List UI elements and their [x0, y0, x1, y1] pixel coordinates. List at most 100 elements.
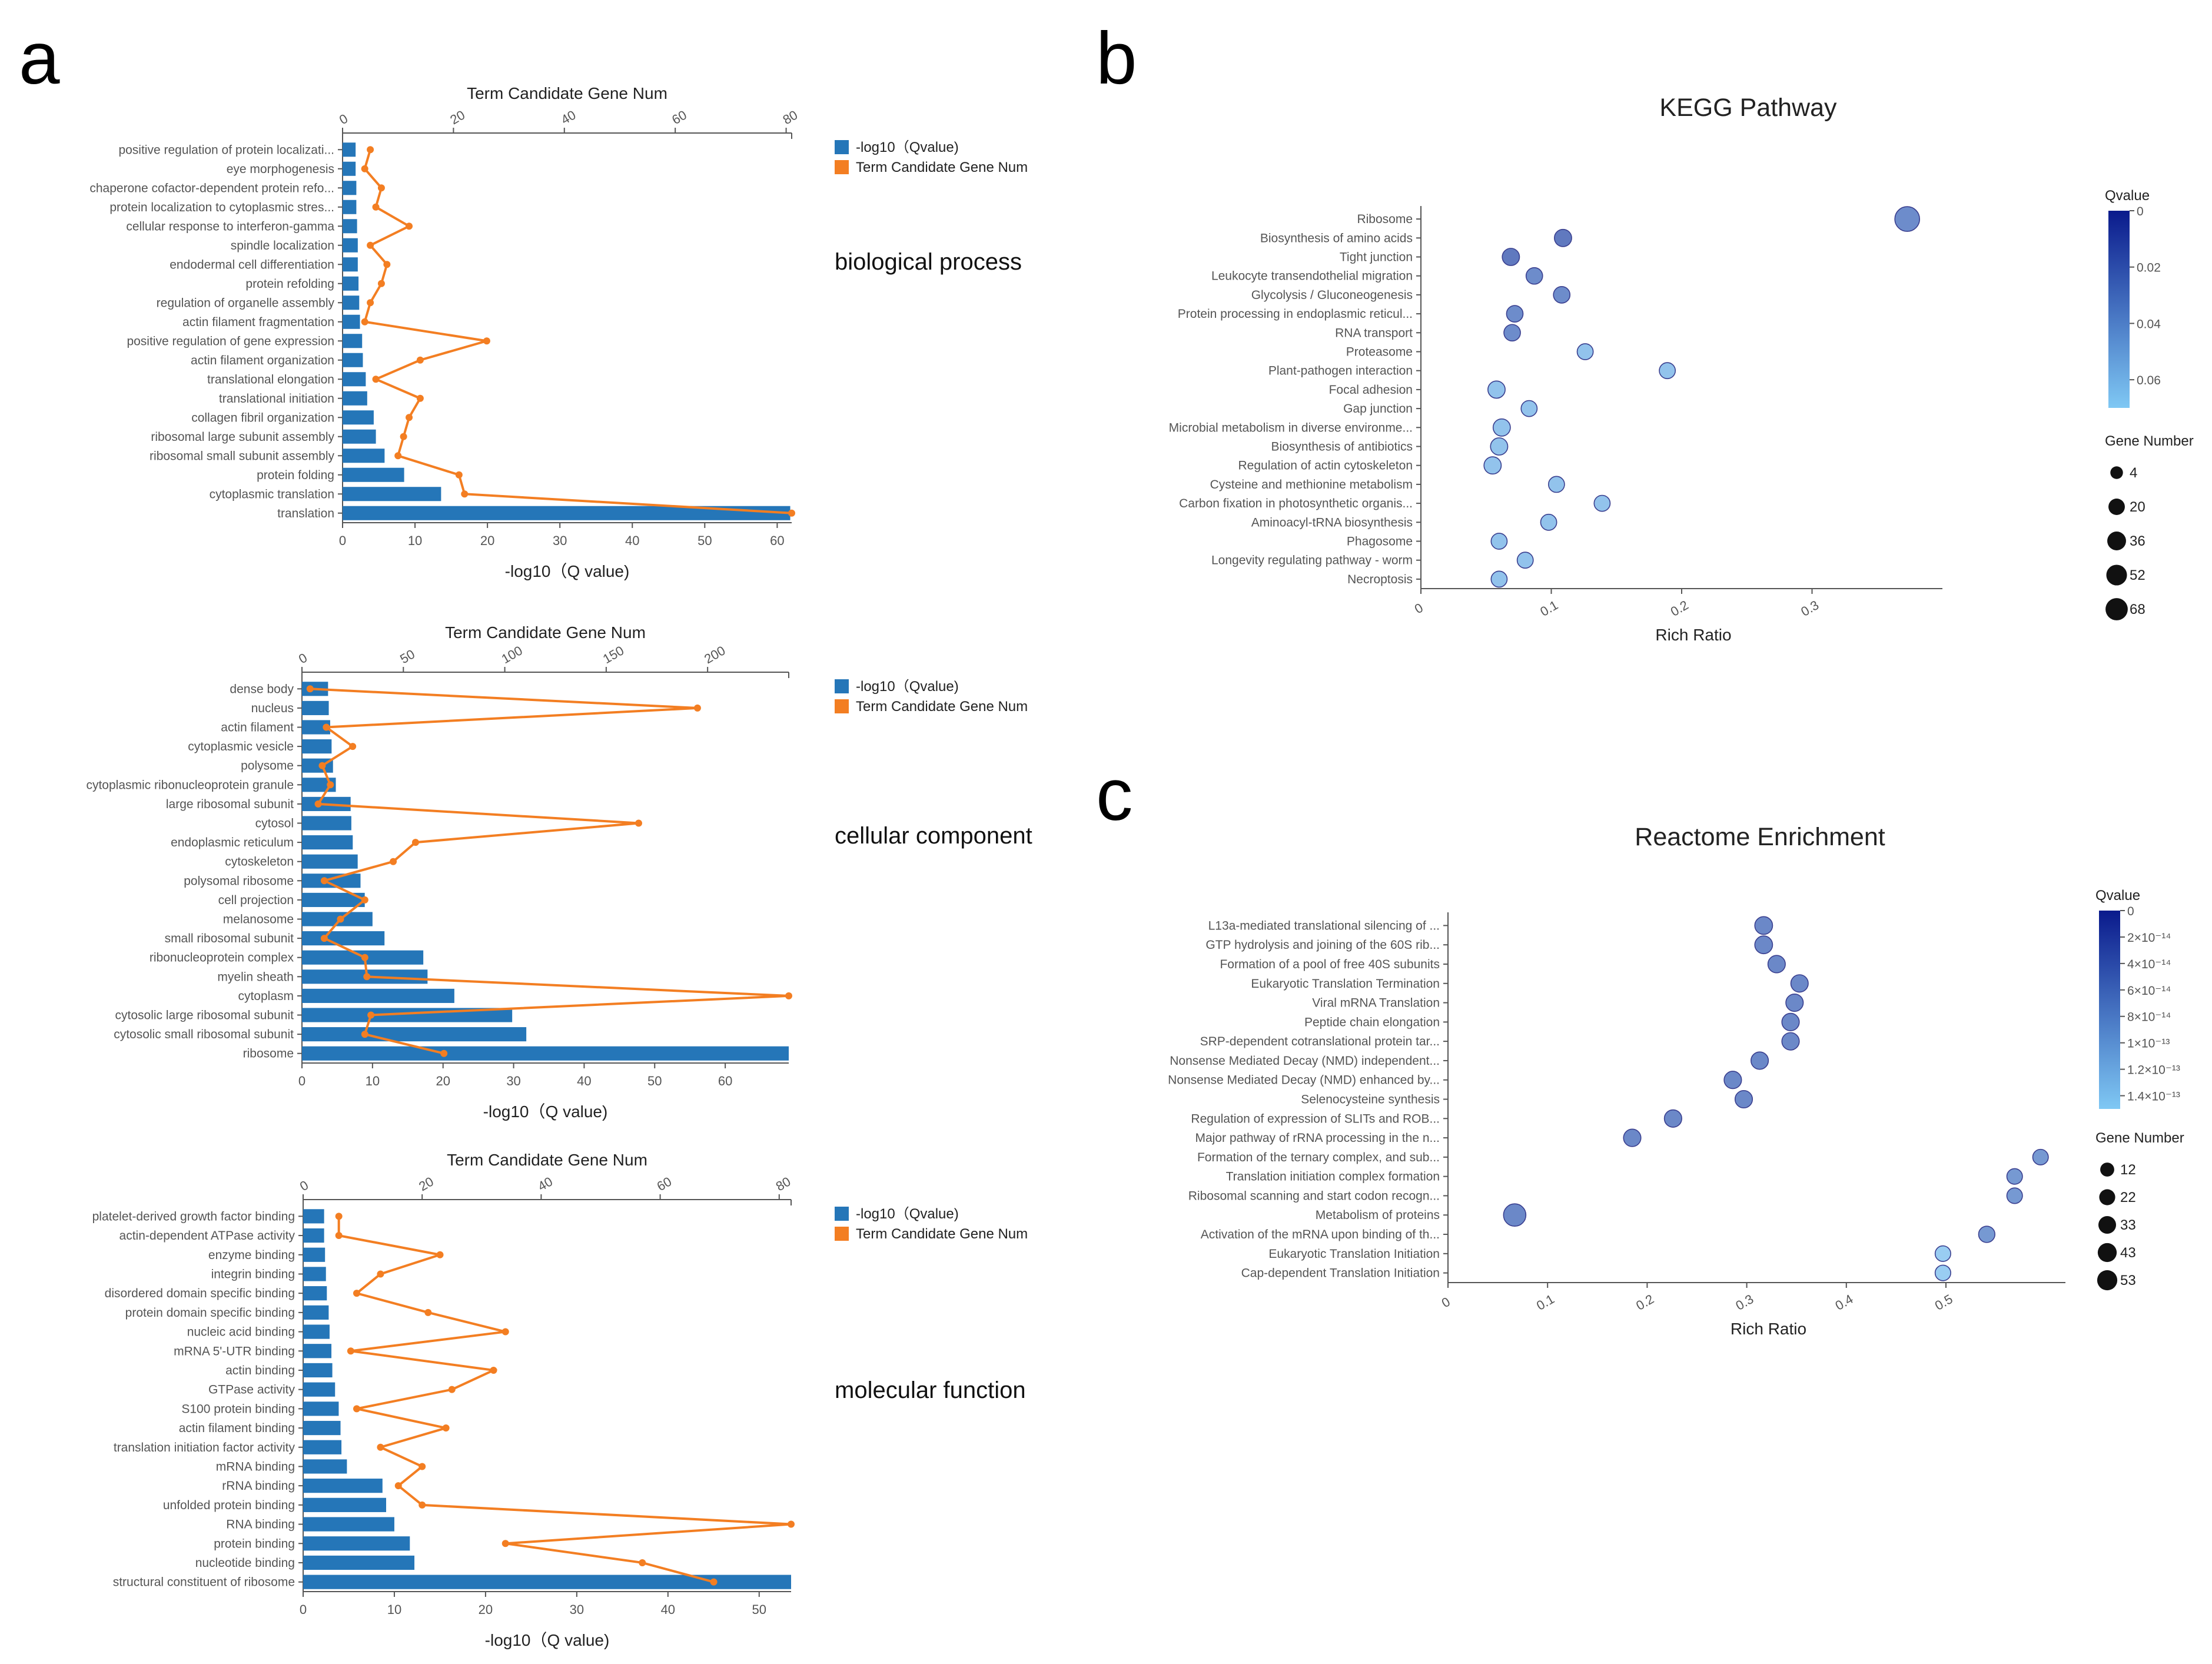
category-label: cytosol [255, 817, 294, 831]
bubble [1483, 456, 1502, 475]
color-tick-label: 0 [2127, 905, 2134, 918]
top-tick-label: 40 [535, 1174, 555, 1194]
gene-num-point [788, 509, 795, 517]
legend-swatch-line [835, 699, 849, 713]
category-label: Phagosome [1347, 535, 1413, 549]
x-tick-label: 20 [479, 1602, 493, 1617]
gene-num-point [400, 433, 407, 440]
x-tick-label: 0.4 [1833, 1291, 1856, 1313]
color-tick-label: 0.04 [2137, 317, 2161, 331]
category-label: nucleotide binding [195, 1556, 295, 1570]
category-label: protein binding [214, 1537, 295, 1550]
category-label: actin filament binding [179, 1421, 295, 1435]
x-tick-label: 40 [577, 1074, 591, 1088]
section-label: biological process [835, 249, 1022, 275]
x-tick-label: 50 [698, 533, 712, 548]
category-label: Regulation of expression of SLITs and RO… [1191, 1112, 1440, 1125]
bar [302, 854, 358, 869]
gene-num-point [406, 222, 413, 230]
size-legend-dot [2100, 1163, 2114, 1177]
gene-num-point [501, 1328, 509, 1336]
color-tick-label: 1×10⁻¹³ [2127, 1037, 2170, 1051]
category-label: Selenocysteine synthesis [1301, 1093, 1440, 1107]
x-axis-title: Rich Ratio [1655, 626, 1731, 644]
bar [303, 1497, 387, 1512]
gene-num-point [416, 356, 424, 364]
gene-num-line [363, 149, 792, 514]
gene-num-point [501, 1540, 509, 1547]
gene-num-point [335, 1232, 343, 1240]
category-label: protein folding [257, 469, 334, 482]
bar [302, 816, 351, 831]
category-label: chaperone cofactor-dependent protein ref… [89, 181, 334, 195]
category-label: Protein processing in endoplasmic reticu… [1178, 307, 1413, 321]
category-label: eye morphogenesis [227, 162, 334, 176]
category-label: Cysteine and methionine metabolism [1210, 478, 1413, 491]
top-tick-label: 150 [600, 643, 626, 666]
category-label: S100 protein binding [181, 1402, 295, 1416]
color-tick-label: 0 [2137, 205, 2144, 218]
gene-num-point [349, 743, 357, 750]
top-tick-label: 200 [702, 643, 728, 666]
category-label: actin binding [225, 1364, 295, 1377]
gene-num-point [323, 723, 330, 731]
category-label: L13a-mediated translational silencing of… [1208, 919, 1440, 932]
color-tick-label: 2×10⁻¹⁴ [2127, 931, 2171, 945]
bubble [1790, 974, 1809, 993]
bar [302, 1046, 789, 1061]
chart-title: Reactome Enrichment [1635, 823, 1885, 851]
top-tick-label: 0 [296, 650, 310, 667]
top-tick-label: 40 [559, 107, 579, 127]
gene-num-point [320, 877, 328, 885]
bar [303, 1382, 336, 1397]
kegg-pathway-chart: KEGG Pathway Ribosome Biosynthesis of amin… [1169, 94, 2194, 644]
go-biological-process-chart: positive regulation of protein localizat… [89, 84, 1028, 580]
legend-label-line: Term Candidate Gene Num [856, 1226, 1028, 1242]
category-label: translation initiation factor activity [114, 1441, 295, 1454]
category-label: translational initiation [219, 392, 334, 406]
bar [343, 219, 357, 234]
size-legend-label: 53 [2120, 1273, 2136, 1288]
top-tick-label: 100 [499, 643, 525, 666]
color-legend-title: Qvalue [2105, 188, 2150, 204]
panel-letter-b: b [1096, 18, 1137, 99]
bar [343, 314, 360, 329]
legend-swatch-bar [835, 1207, 849, 1221]
category-label: Translation initiation complex formation [1226, 1170, 1440, 1184]
bar [343, 276, 359, 291]
bubble [1553, 286, 1571, 304]
size-legend-label: 36 [2130, 533, 2145, 549]
size-legend-label: 22 [2120, 1190, 2136, 1205]
gene-num-point [394, 452, 402, 460]
bar [343, 142, 356, 157]
x-tick-label: 50 [752, 1602, 766, 1617]
bubble [1490, 533, 1508, 550]
bar [303, 1420, 341, 1436]
category-label: Ribosome [1357, 212, 1413, 226]
x-tick-label: 30 [553, 533, 567, 548]
color-legend-title: Qvalue [2095, 888, 2140, 904]
legend-swatch-bar [835, 140, 849, 154]
category-label: Viral mRNA Translation [1312, 997, 1440, 1010]
legend-label-bar: -log10（Qvalue) [856, 1206, 959, 1222]
bubble [1894, 206, 1920, 232]
bar [343, 238, 358, 253]
bar [303, 1575, 791, 1589]
top-tick-label: 20 [416, 1174, 436, 1194]
gene-num-point [367, 1011, 375, 1019]
color-tick-label: 6×10⁻¹⁴ [2127, 984, 2171, 998]
category-label: cytoplasmic vesicle [188, 740, 294, 753]
panel-letter-c: c [1096, 754, 1133, 836]
bubble [1754, 916, 1773, 935]
bar [303, 1459, 347, 1474]
bar [302, 931, 385, 946]
gene-num-point [372, 376, 380, 383]
size-legend-label: 20 [2130, 499, 2145, 515]
size-legend-label: 4 [2130, 465, 2137, 481]
x-tick-label: 0 [1439, 1294, 1453, 1311]
gene-num-point [461, 490, 469, 498]
size-legend-label: 33 [2120, 1217, 2136, 1233]
bubble [1520, 400, 1538, 417]
bubble [1723, 1071, 1742, 1090]
bubble [1502, 248, 1520, 266]
